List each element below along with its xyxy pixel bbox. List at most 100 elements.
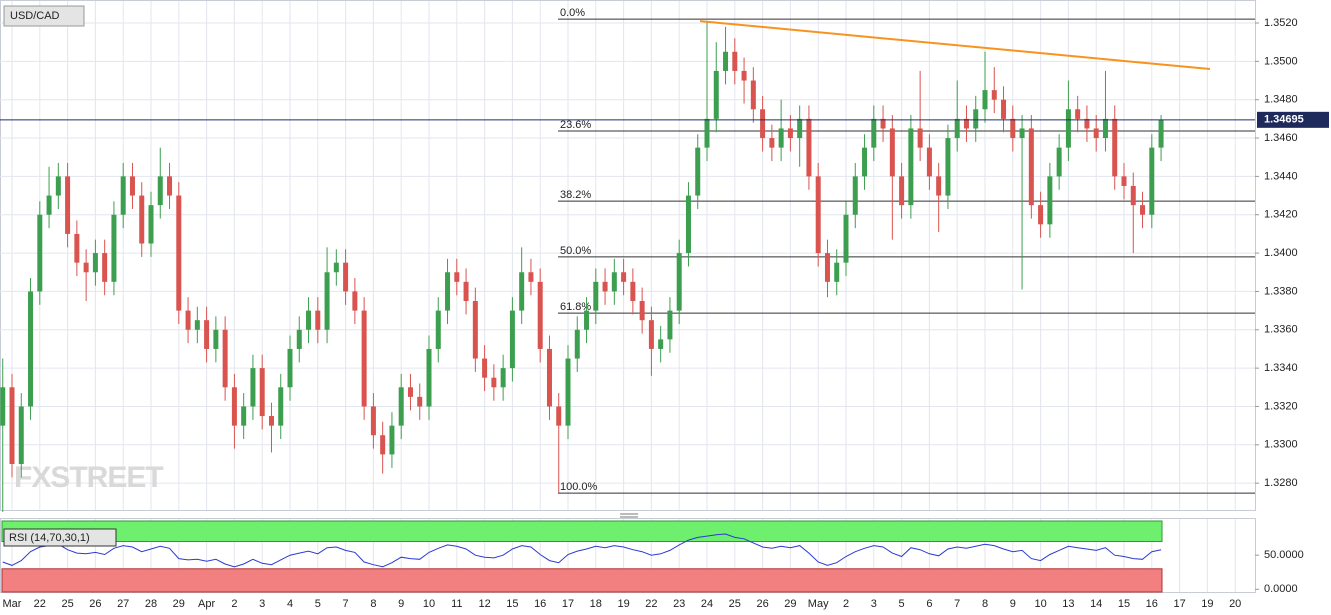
x-tick-label: 12 (478, 598, 490, 610)
candle-body (704, 118, 710, 148)
x-tick-label: 10 (423, 598, 435, 610)
x-tick-label: 26 (756, 598, 768, 610)
y-tick-label: 1.3460 (1264, 132, 1298, 144)
candle-body (889, 128, 895, 177)
fib-label: 50.0% (560, 245, 591, 257)
candle-body (463, 281, 469, 302)
panel-splitter (620, 513, 638, 518)
candle-body (880, 118, 886, 129)
candle-body (389, 425, 395, 455)
candle-body (750, 80, 756, 110)
candle-body (936, 176, 942, 196)
candle-body (185, 310, 191, 330)
y-tick-label: 1.3400 (1264, 247, 1298, 259)
y-tick-label: 1.3380 (1264, 285, 1298, 297)
candle-body (148, 205, 154, 244)
x-tick-label: 6 (926, 598, 932, 610)
candle-body (213, 329, 219, 349)
fib-label: 61.8% (560, 301, 591, 313)
candle-body (352, 291, 358, 311)
x-tick-label: 25 (729, 598, 741, 610)
candle-body (74, 233, 80, 263)
candle-body (787, 128, 793, 139)
candle-body (528, 272, 534, 282)
candle-body (834, 262, 840, 282)
y-tick-label: 1.3440 (1264, 170, 1298, 182)
y-tick-label: 1.3300 (1264, 439, 1298, 451)
x-tick-label: 19 (1201, 598, 1213, 610)
candle-body (1075, 109, 1081, 119)
x-tick-label: Mar (3, 598, 22, 610)
x-tick-label: 20 (1229, 598, 1241, 610)
candle-body (556, 406, 562, 426)
x-tick-label: 5 (899, 598, 905, 610)
candle-body (55, 176, 61, 196)
y-tick-label: 1.3340 (1264, 362, 1298, 374)
candle-body (546, 348, 552, 407)
x-tick-label: 22 (34, 598, 46, 610)
candle-body (222, 329, 228, 388)
candle-body (491, 377, 497, 388)
candle-body (167, 176, 173, 196)
x-tick-label: 7 (954, 598, 960, 610)
candle-body (899, 176, 905, 206)
title-box (3, 5, 85, 27)
candle-body (287, 348, 293, 388)
candle-body (1010, 118, 1016, 139)
candle-body (454, 272, 460, 282)
watermark: FXSTREET (14, 461, 163, 494)
candle-body (713, 70, 719, 119)
x-tick-label: 10 (1034, 598, 1046, 610)
y-tick-label: 1.3420 (1264, 209, 1298, 221)
fib-label: 23.6% (560, 119, 591, 131)
candle-body (83, 262, 89, 273)
candle-body (296, 329, 302, 349)
candle-body (695, 147, 701, 196)
candle-body (120, 176, 126, 215)
y-tick-label: 1.3280 (1264, 477, 1298, 489)
candle-body (1149, 147, 1155, 215)
candle-body (667, 310, 673, 340)
candle-body (157, 176, 163, 206)
candle-body (315, 310, 321, 330)
candle-body (250, 368, 256, 407)
fib-label: 100.0% (560, 481, 598, 493)
candle-body (954, 118, 960, 139)
candle-body (176, 195, 182, 311)
candle-body (1038, 205, 1044, 225)
candle-body (268, 416, 274, 426)
candle-body (519, 272, 525, 311)
x-tick-label: 13 (1062, 598, 1074, 610)
candle-body (0, 387, 6, 426)
candle-body (723, 51, 729, 71)
y-tick-label: 1.3520 (1264, 17, 1298, 29)
x-tick-label: 24 (701, 598, 713, 610)
candle-body (241, 406, 247, 426)
x-tick-label: 16 (534, 598, 546, 610)
y-tick-label: 1.3360 (1264, 324, 1298, 336)
candle-body (982, 90, 988, 110)
chart-title: USD/CAD (10, 10, 60, 22)
candle-body (824, 253, 830, 282)
candle-body (630, 281, 636, 302)
x-tick-label: 17 (1173, 598, 1185, 610)
candle-body (204, 320, 210, 349)
fib-label: 0.0% (560, 7, 585, 19)
candle-body (194, 320, 200, 330)
x-tick-label: 28 (145, 598, 157, 610)
candle-body (658, 339, 664, 349)
candle-body (1121, 176, 1127, 186)
x-tick-label: 3 (259, 598, 265, 610)
candle-body (871, 118, 877, 148)
candle-body (1130, 185, 1136, 206)
candle-body (9, 387, 15, 464)
x-tick-label: 15 (1118, 598, 1130, 610)
x-tick-label: May (808, 598, 829, 610)
x-tick-label: 7 (343, 598, 349, 610)
candle-body (370, 406, 376, 436)
candle-body (602, 281, 608, 292)
x-tick-label: 2 (231, 598, 237, 610)
candle-body (963, 118, 969, 129)
candle-body (1056, 147, 1062, 177)
candle-body (945, 138, 951, 196)
